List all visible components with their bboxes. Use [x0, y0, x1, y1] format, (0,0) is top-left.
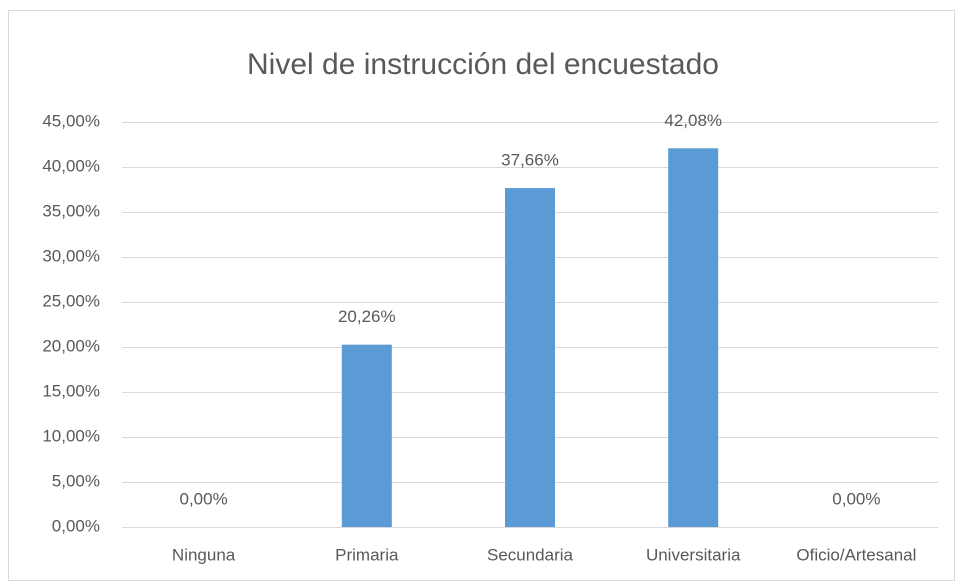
- x-tick-label: Primaria: [335, 545, 399, 564]
- bar: [341, 344, 392, 527]
- y-tick-label: 30,00%: [42, 246, 100, 265]
- bar: [505, 188, 555, 527]
- y-tick-label: 45,00%: [42, 111, 100, 130]
- value-label: 20,26%: [338, 307, 396, 326]
- chart-border: [8, 10, 955, 581]
- y-tick-label: 35,00%: [42, 201, 100, 220]
- chart-title: Nivel de instrucción del encuestado: [247, 48, 719, 81]
- x-tick-label: Secundaria: [487, 545, 574, 564]
- y-tick-label: 0,00%: [52, 516, 100, 535]
- y-tick-label: 20,00%: [42, 336, 100, 355]
- y-tick-label: 25,00%: [42, 291, 100, 310]
- value-label: 0,00%: [832, 489, 880, 508]
- y-tick-label: 10,00%: [42, 426, 100, 445]
- value-label: 37,66%: [501, 151, 559, 170]
- x-tick-label: Ninguna: [172, 545, 236, 564]
- bar: [668, 148, 719, 527]
- x-tick-label: Universitaria: [646, 545, 741, 564]
- y-tick-label: 15,00%: [42, 381, 100, 400]
- x-tick-label: Oficio/Artesanal: [796, 545, 916, 564]
- value-label: 0,00%: [179, 489, 227, 508]
- y-tick-label: 5,00%: [52, 471, 100, 490]
- y-tick-label: 40,00%: [42, 156, 100, 175]
- value-label: 42,08%: [664, 111, 722, 130]
